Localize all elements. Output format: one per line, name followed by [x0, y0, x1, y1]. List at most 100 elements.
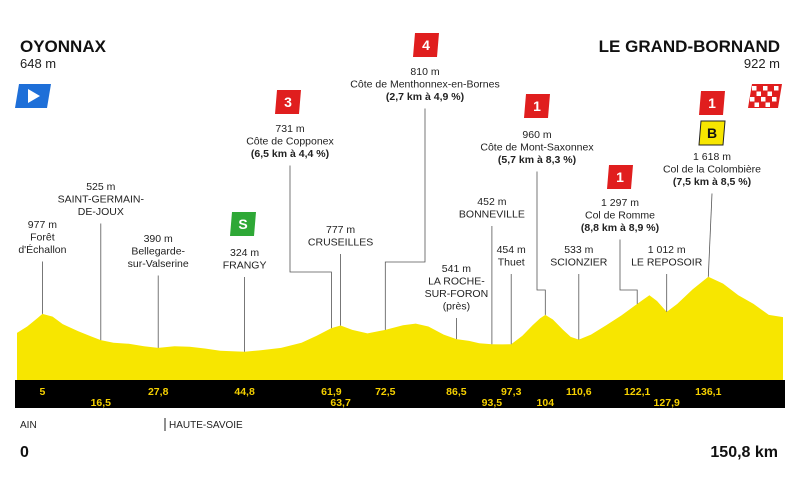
distance-start: 0 — [20, 444, 29, 461]
profile-annotation: 1 012 mLE REPOSOIR — [631, 244, 703, 269]
svg-text:FRANGY: FRANGY — [223, 260, 267, 272]
km-marker: 61,9 — [321, 386, 342, 398]
svg-text:Côte de Copponex: Côte de Copponex — [246, 136, 334, 148]
finish-flag-icon — [748, 84, 782, 108]
km-marker: 93,5 — [482, 397, 503, 409]
svg-text:541 m: 541 m — [442, 263, 471, 275]
climb-category-badge-icon: 3 — [275, 90, 301, 114]
km-marker: 104 — [537, 397, 555, 409]
svg-text:1 618 m: 1 618 m — [693, 151, 731, 163]
start-town: OYONNAX — [20, 37, 107, 56]
km-marker: 97,3 — [501, 386, 522, 398]
svg-text:CRUSEILLES: CRUSEILLES — [308, 237, 373, 249]
finish-town: LE GRAND-BORNAND — [599, 37, 780, 56]
svg-text:4: 4 — [422, 37, 430, 53]
department-ain: AIN — [20, 420, 37, 431]
sprint-badge-icon: S — [230, 212, 256, 236]
svg-text:LE REPOSOIR: LE REPOSOIR — [631, 257, 703, 269]
profile-annotation: 541 mLA ROCHE-SUR-FORON(près) — [425, 263, 489, 313]
svg-text:d'Échallon: d'Échallon — [18, 243, 66, 256]
svg-text:(5,7 km à 8,3 %): (5,7 km à 8,3 %) — [498, 154, 576, 166]
svg-text:Col de la Colombière: Col de la Colombière — [663, 164, 761, 176]
climb-category-badge-icon: 1 — [524, 94, 550, 118]
svg-text:(6,5 km à 4,4 %): (6,5 km à 4,4 %) — [251, 148, 329, 160]
svg-text:DE-JOUX: DE-JOUX — [78, 206, 124, 218]
km-marker: 122,1 — [624, 386, 650, 398]
svg-text:960 m: 960 m — [522, 129, 551, 141]
svg-text:454 m: 454 m — [497, 244, 526, 256]
km-marker: 44,8 — [234, 386, 255, 398]
km-marker: 63,7 — [330, 397, 351, 409]
svg-text:452 m: 452 m — [477, 196, 506, 208]
svg-text:Côte de Menthonnex-en-Bornes: Côte de Menthonnex-en-Bornes — [350, 79, 499, 91]
leader-line — [619, 239, 638, 304]
svg-text:Côte de Mont-Saxonnex: Côte de Mont-Saxonnex — [480, 142, 594, 154]
start-flag-icon — [15, 84, 51, 108]
svg-text:1 297 m: 1 297 m — [601, 197, 639, 209]
svg-text:324 m: 324 m — [230, 247, 259, 259]
svg-text:LA ROCHE-: LA ROCHE- — [428, 276, 485, 288]
start-altitude: 648 m — [20, 56, 56, 71]
svg-text:Forêt: Forêt — [30, 232, 55, 244]
svg-text:(7,5 km à 8,5 %): (7,5 km à 8,5 %) — [673, 176, 751, 188]
svg-text:777 m: 777 m — [326, 224, 355, 236]
svg-text:(2,7 km à 4,9 %): (2,7 km à 4,9 %) — [386, 91, 464, 103]
climb-category-badge-icon: 1 — [607, 165, 633, 189]
leader-line — [384, 108, 426, 330]
finish-altitude: 922 m — [744, 56, 780, 71]
svg-text:390 m: 390 m — [144, 233, 173, 245]
svg-text:(8,8 km à 8,9 %): (8,8 km à 8,9 %) — [581, 222, 659, 234]
svg-text:1: 1 — [708, 95, 716, 111]
svg-text:S: S — [238, 216, 247, 232]
distance-band — [15, 380, 785, 408]
svg-text:533 m: 533 m — [564, 244, 593, 256]
elevation-area — [17, 276, 783, 380]
svg-text:731 m: 731 m — [275, 123, 304, 135]
svg-text:525 m: 525 m — [86, 181, 115, 193]
bonus-badge-icon: B — [698, 120, 726, 146]
km-marker: 136,1 — [695, 386, 721, 398]
km-marker: 5 — [39, 386, 45, 398]
svg-text:Thuet: Thuet — [498, 257, 525, 269]
svg-text:3: 3 — [284, 94, 292, 110]
svg-text:810 m: 810 m — [410, 66, 439, 78]
distance-total: 150,8 km — [710, 444, 778, 461]
svg-text:SAINT-GERMAIN-: SAINT-GERMAIN- — [58, 194, 145, 206]
svg-text:1: 1 — [616, 169, 624, 185]
climb-category-badge-icon: 4 — [413, 33, 439, 57]
km-marker: 127,9 — [654, 397, 680, 409]
svg-text:(près): (près) — [443, 301, 470, 313]
svg-text:BONNEVILLE: BONNEVILLE — [459, 209, 525, 221]
svg-text:977 m: 977 m — [28, 219, 57, 231]
km-marker: 16,5 — [91, 397, 112, 409]
svg-text:sur-Valserine: sur-Valserine — [128, 258, 189, 270]
svg-text:SUR-FORON: SUR-FORON — [425, 288, 489, 300]
svg-text:B: B — [707, 125, 717, 141]
km-marker: 72,5 — [375, 386, 396, 398]
leader-line — [289, 165, 332, 329]
svg-text:1: 1 — [533, 98, 541, 114]
leader-line — [707, 193, 713, 277]
km-marker: 27,8 — [148, 386, 169, 398]
climb-category-badge-icon: 1 — [699, 91, 725, 115]
svg-text:Col de Romme: Col de Romme — [585, 210, 655, 222]
svg-text:Bellegarde-: Bellegarde- — [131, 246, 185, 258]
department-haute-savoie: HAUTE-SAVOIE — [169, 420, 243, 431]
svg-text:SCIONZIER: SCIONZIER — [550, 257, 608, 269]
km-marker: 86,5 — [446, 386, 467, 398]
svg-text:1 012 m: 1 012 m — [648, 244, 686, 256]
